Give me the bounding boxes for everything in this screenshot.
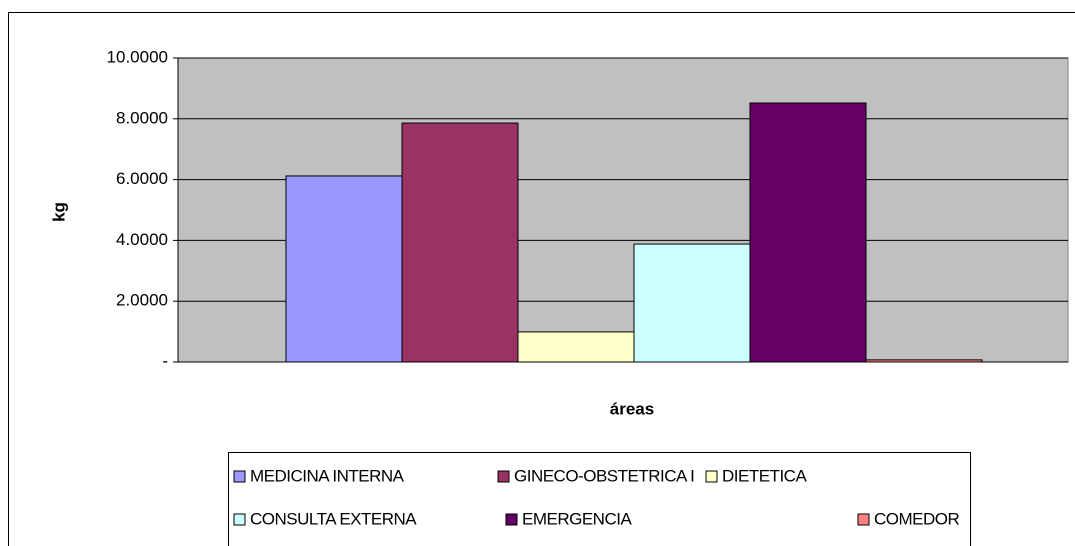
y-tick-label: - bbox=[162, 351, 168, 370]
y-tick-label: 4.0000 bbox=[116, 230, 168, 249]
bar bbox=[401, 122, 519, 363]
y-axis-title: kg bbox=[49, 202, 68, 222]
legend-swatch bbox=[497, 470, 510, 483]
legend-label: MEDICINA INTERNA bbox=[250, 466, 405, 485]
legend-label: EMERGENCIA bbox=[522, 509, 632, 528]
legend-label: DIETETICA bbox=[722, 466, 807, 485]
bar bbox=[285, 175, 403, 363]
legend-label: COMEDOR bbox=[874, 509, 960, 528]
bar bbox=[633, 243, 751, 363]
bar bbox=[749, 102, 867, 363]
legend-label: CONSULTA EXTERNA bbox=[250, 509, 417, 528]
x-axis-title: áreas bbox=[610, 399, 654, 418]
legend bbox=[228, 452, 971, 546]
y-tick-label: 2.0000 bbox=[116, 291, 168, 310]
y-tick-label: 8.0000 bbox=[116, 108, 168, 127]
legend-swatch bbox=[705, 470, 718, 483]
legend-swatch bbox=[233, 513, 246, 526]
bar bbox=[517, 331, 635, 363]
y-tick-label: 6.0000 bbox=[116, 169, 168, 188]
legend-swatch bbox=[857, 513, 870, 526]
bar bbox=[865, 359, 983, 363]
y-tick-label: 10.0000 bbox=[107, 47, 168, 66]
legend-label: GINECO-OBSTETRICA I bbox=[514, 466, 694, 485]
legend-swatch bbox=[505, 513, 518, 526]
legend-swatch bbox=[233, 470, 246, 483]
